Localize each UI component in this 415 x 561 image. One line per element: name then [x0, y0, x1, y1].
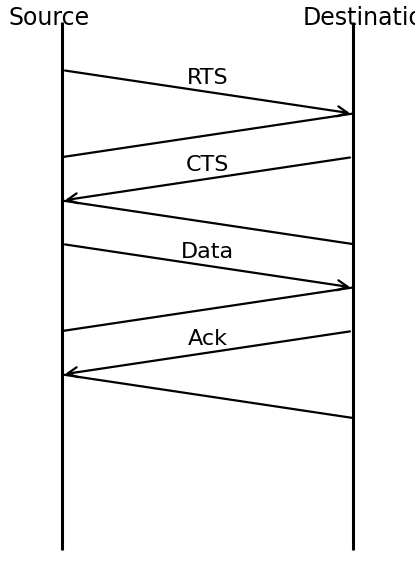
Text: Data: Data: [181, 242, 234, 262]
Text: Ack: Ack: [188, 329, 227, 349]
Text: Destination: Destination: [303, 6, 415, 30]
Text: RTS: RTS: [187, 68, 228, 88]
Text: CTS: CTS: [186, 155, 229, 175]
Text: Source: Source: [8, 6, 89, 30]
